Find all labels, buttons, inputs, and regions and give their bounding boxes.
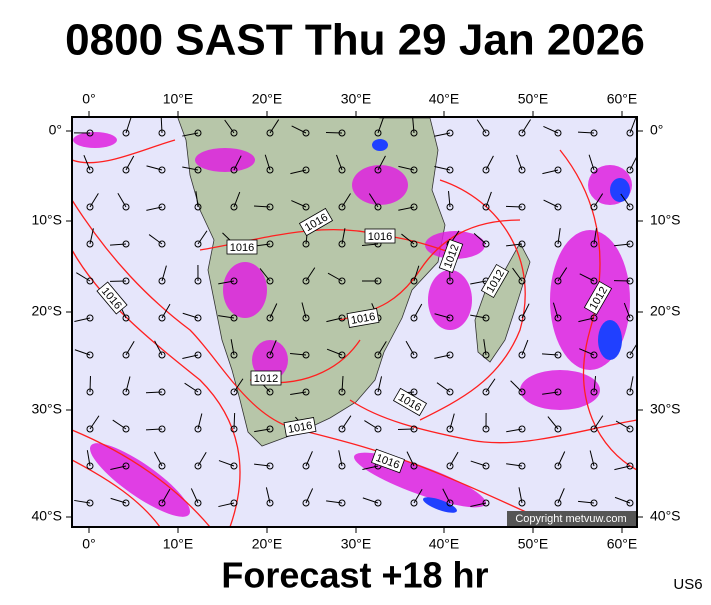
lat-label-right: 40°S: [650, 508, 681, 524]
chart-code: US6: [673, 576, 702, 593]
lon-label-top: 10°E: [163, 91, 194, 107]
isobar-label-text: 1016: [230, 242, 254, 254]
lat-label-right: 10°S: [650, 212, 681, 228]
lat-label-left: 40°S: [31, 508, 62, 524]
lon-label-bottom: 40°E: [429, 536, 460, 552]
lon-label-bottom: 20°E: [252, 536, 283, 552]
barb-stem: [234, 413, 235, 429]
isobar-label-text: 1016: [368, 231, 392, 243]
lat-label-right: 0°: [650, 122, 663, 138]
isobar-label-text: 1012: [254, 373, 278, 385]
barb-stem: [506, 206, 522, 207]
forecast-label: Forecast +18 hr: [221, 555, 488, 596]
lon-label-top: 0°: [82, 91, 95, 107]
lon-label-bottom: 50°E: [518, 536, 549, 552]
lat-label-left: 30°S: [31, 401, 62, 417]
lon-label-top: 30°E: [341, 91, 372, 107]
lat-label-left: 0°: [49, 122, 62, 138]
lon-label-top: 40°E: [429, 91, 460, 107]
lon-label-top: 50°E: [518, 91, 549, 107]
lat-label-right: 20°S: [650, 303, 681, 319]
copyright: Copyright metvuw.com: [515, 513, 626, 525]
lat-label-left: 20°S: [31, 303, 62, 319]
lon-label-bottom: 10°E: [163, 536, 194, 552]
lat-label-right: 30°S: [650, 401, 681, 417]
lon-label-bottom: 60°E: [607, 536, 638, 552]
lon-label-bottom: 30°E: [341, 536, 372, 552]
isobar-label: 1012: [251, 371, 281, 385]
isobar-label: 1016: [365, 229, 395, 243]
lon-label-top: 60°E: [607, 91, 638, 107]
lon-label-bottom: 0°: [82, 536, 95, 552]
lat-label-left: 10°S: [31, 212, 62, 228]
title: 0800 SAST Thu 29 Jan 2026: [65, 16, 645, 65]
lon-label-top: 20°E: [252, 91, 283, 107]
isobar-label: 1016: [227, 240, 257, 254]
